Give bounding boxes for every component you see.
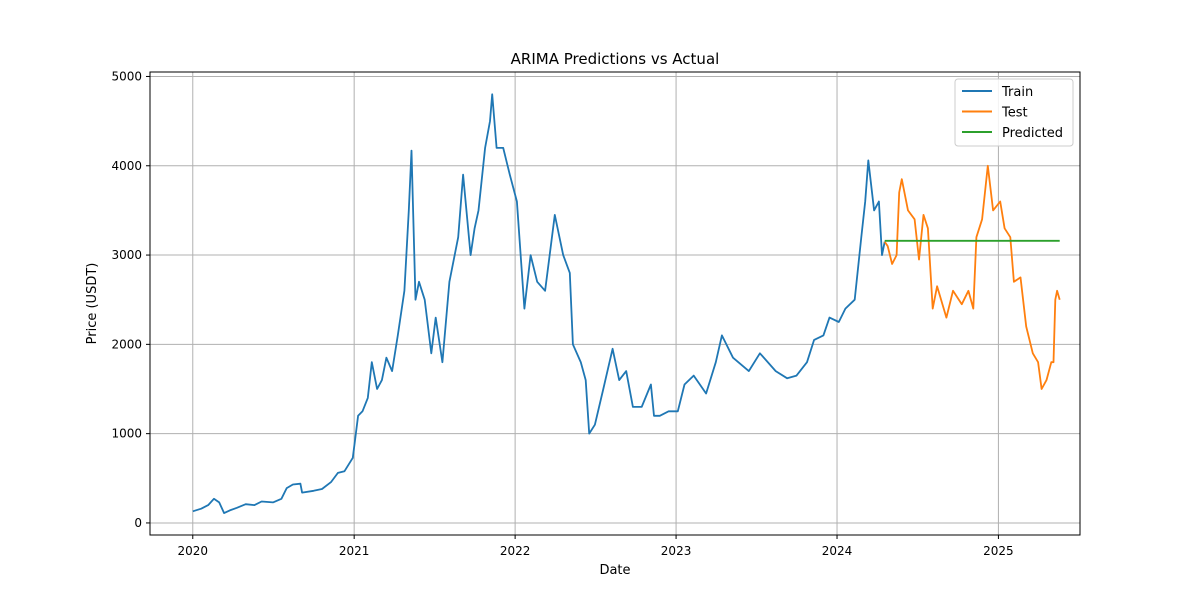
x-tick-label: 2023 — [661, 544, 692, 558]
y-axis-label: Price (USDT) — [85, 263, 100, 345]
chart-title: ARIMA Predictions vs Actual — [511, 50, 720, 68]
y-tick-label: 3000 — [111, 248, 142, 262]
x-tick-label: 2022 — [500, 544, 531, 558]
legend-label-test: Test — [1001, 106, 1028, 121]
y-tick-label: 5000 — [111, 69, 142, 83]
legend-box — [954, 78, 1074, 147]
plot-lines — [192, 93, 1061, 514]
x-axis-ticks: 2020 2021 2022 2023 2024 2025 — [178, 535, 1014, 558]
grid — [150, 72, 1080, 535]
x-axis-label: Date — [599, 563, 630, 578]
legend: Train Test Predicted — [954, 78, 1074, 147]
x-tick-label: 2024 — [822, 544, 853, 558]
series-line-test — [883, 164, 1061, 390]
series-line-train — [192, 93, 886, 514]
x-tick-label: 2025 — [983, 544, 1014, 558]
y-tick-label: 1000 — [111, 427, 142, 441]
x-tick-label: 2021 — [339, 544, 370, 558]
legend-label-predicted: Predicted — [1002, 126, 1063, 141]
legend-label-train: Train — [1001, 85, 1033, 100]
y-tick-label: 0 — [134, 516, 142, 530]
y-tick-label: 2000 — [111, 337, 142, 351]
y-axis-ticks: 0 1000 2000 3000 4000 5000 — [111, 69, 150, 530]
y-tick-label: 4000 — [111, 159, 142, 173]
plot-frame — [149, 71, 1081, 536]
x-tick-label: 2020 — [178, 544, 209, 558]
